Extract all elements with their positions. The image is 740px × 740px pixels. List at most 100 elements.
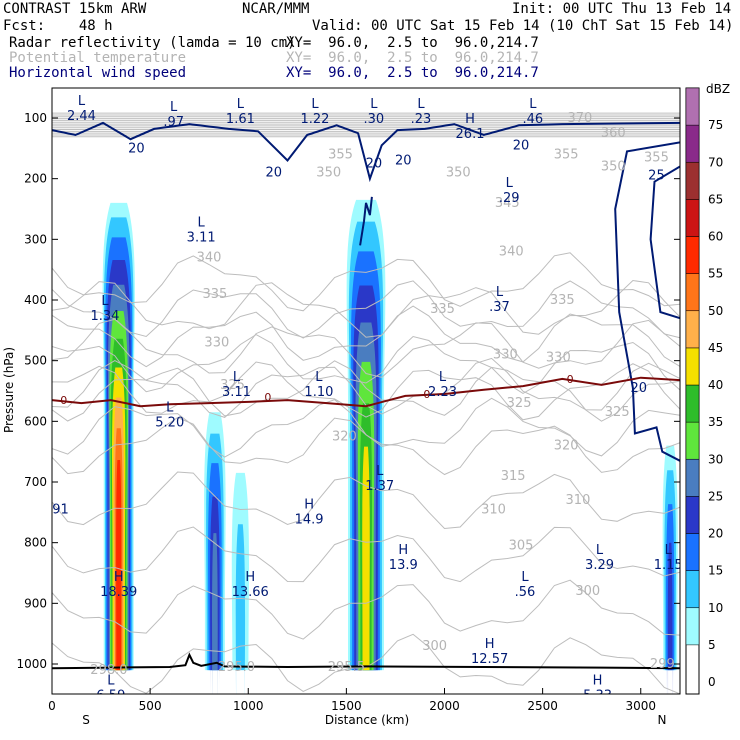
wind-speed-label: 20 <box>128 141 145 156</box>
theta-contour-label: 370 <box>567 111 592 126</box>
y-tick-label: 100 <box>24 111 47 125</box>
wind-speed-label: 20 <box>366 157 383 172</box>
colorbar-label: 65 <box>708 192 723 206</box>
theta-contour-label: 320 <box>332 430 357 445</box>
theta-contour-label: 325 <box>220 378 245 393</box>
wind-speed-contour-3 <box>614 141 680 462</box>
partial-edge-label: .91 <box>48 502 69 517</box>
extremum-value: .23 <box>411 112 432 127</box>
theta-contour-label: 355 <box>554 147 579 162</box>
extremum-l-marker: L <box>596 543 604 558</box>
theta-contour-label: 320 <box>554 439 579 454</box>
theta-contour-label: 340 <box>197 251 222 266</box>
colorbar-label: 45 <box>708 341 723 355</box>
extremum-l-marker: L <box>166 400 174 415</box>
extremum-value: .29 <box>499 191 520 206</box>
colorbar-swatch-25 <box>685 459 700 497</box>
reflectivity-column-2-level-25 <box>212 533 218 694</box>
terrain-surface-line <box>52 652 680 670</box>
x-tick-label: 3000 <box>625 699 656 713</box>
extremum-l-marker: L <box>315 370 323 385</box>
extremum-value: 3.29 <box>585 558 614 573</box>
y-tick-label: 400 <box>24 293 47 307</box>
extremum-value: 5.33 <box>583 688 612 703</box>
freezing-level-label: 0 <box>264 391 271 404</box>
wind-speed-label: 20 <box>631 381 648 396</box>
colorbar-swatch-10 <box>685 570 700 608</box>
freezing-level-label: 0 <box>60 394 67 407</box>
extremum-h-marker: H <box>465 112 475 127</box>
theta-contour-label: 340 <box>499 244 524 259</box>
wind-speed-contour-2 <box>359 196 373 246</box>
y-tick-label: 900 <box>24 596 47 610</box>
theta-contour-label: 295.0 <box>218 660 255 675</box>
freezing-level-line <box>52 376 680 408</box>
extremum-value: .56 <box>515 585 536 600</box>
extremum-value: 18.39 <box>100 585 137 600</box>
colorbar-swatch-45 <box>685 310 700 349</box>
extremum-l-marker: L <box>376 464 384 479</box>
theta-contour-label: 350 <box>601 160 626 175</box>
colorbar-label: 70 <box>708 155 723 169</box>
colorbar-label: 20 <box>708 527 723 541</box>
extremum-value: 1.37 <box>365 479 394 494</box>
extremum-value: 1.34 <box>91 309 120 324</box>
theta-contour-label: 360 <box>601 126 626 141</box>
colorbar-label: 35 <box>708 415 723 429</box>
y-tick-label: 1000 <box>16 657 47 671</box>
theta-contour-label: 345 <box>495 196 520 211</box>
theta-contour-label: 310 <box>481 502 506 517</box>
colorbar-label: 5 <box>708 638 716 652</box>
wind-speed-contour-4 <box>649 165 680 320</box>
colorbar-swatch-5 <box>685 607 700 646</box>
theta-contour-label: 299 <box>650 657 675 672</box>
colorbar-swatch-60 <box>685 199 700 237</box>
theta-isentrope-340 <box>52 318 680 378</box>
x-tick-label: 1500 <box>331 699 362 713</box>
colorbar-swatch-65 <box>685 162 700 200</box>
colorbar-swatch-55 <box>685 236 700 274</box>
colorbar-swatch-15 <box>685 533 700 571</box>
theta-contour-label: 305 <box>509 539 534 554</box>
valid-time: Valid: 00 UTC Sat 15 Feb 14 (10 ChT Sat … <box>312 18 734 34</box>
theta-contour-label: 350 <box>446 166 471 181</box>
colorbar-swatch-50 <box>685 273 700 311</box>
extremum-value: 3.11 <box>222 385 251 400</box>
extremum-value: 2.44 <box>67 109 96 124</box>
x-axis-right-end: N <box>658 713 667 727</box>
model-title: CONTRAST 15km ARW <box>3 1 147 17</box>
theta-isentrope-300 <box>52 633 680 694</box>
extremum-l-marker: L <box>198 215 206 230</box>
field-wind-xy: XY= 96.0, 2.5 to 96.0,214.7 <box>286 65 539 81</box>
wind-speed-label: 25 <box>648 169 665 184</box>
extremum-l-marker: L <box>417 97 425 112</box>
freezing-level-label: 0 <box>567 373 574 386</box>
extremum-value: .30 <box>364 112 385 127</box>
y-tick-label: 800 <box>24 536 47 550</box>
extremum-value: 2.23 <box>428 385 457 400</box>
colorbar-label: 60 <box>708 230 723 244</box>
extremum-value: 13.9 <box>389 558 418 573</box>
extremum-l-marker: L <box>170 100 178 115</box>
extremum-l-marker: L <box>496 285 504 300</box>
x-axis-title: Distance (km) <box>325 713 409 727</box>
field-theta-xy: XY= 96.0, 2.5 to 96.0,214.7 <box>286 50 539 66</box>
x-tick-label: 2000 <box>429 699 460 713</box>
colorbar-label: 10 <box>708 601 723 615</box>
theta-contour-label: 300 <box>575 584 600 599</box>
extremum-value: 12.57 <box>471 652 508 667</box>
extremum-value: 26.1 <box>456 127 485 142</box>
extremum-value: 6.59 <box>96 688 125 703</box>
extremum-value: 1.61 <box>226 112 255 127</box>
extremum-h-marker: H <box>485 637 495 652</box>
theta-isentrope-370 <box>52 252 680 312</box>
extremum-h-marker: H <box>304 497 314 512</box>
extremum-value: 5.20 <box>155 415 184 430</box>
extremum-h-marker: H <box>114 570 124 585</box>
center-label: NCAR/MMM <box>242 1 310 17</box>
theta-isentrope-315 <box>52 471 680 530</box>
colorbar-label: 25 <box>708 489 723 503</box>
extremum-value: 3.11 <box>187 230 216 245</box>
colorbar-label: 30 <box>708 452 723 466</box>
